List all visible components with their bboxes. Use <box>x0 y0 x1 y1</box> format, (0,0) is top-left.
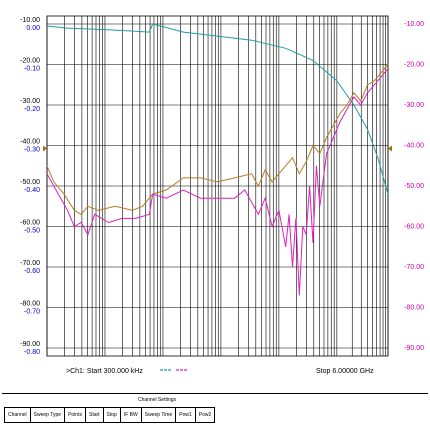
trace-plot: -10.00 -20.00 -30.00 -40.00 -50.00 -60.00 -70.… <box>20 15 424 375</box>
channel-settings-panel: Channel Settings Channel Sweep Type Points… <box>2 393 428 431</box>
channel-settings-table: Channel Sweep Type Points Start Stop IF BW Swe… <box>4 407 216 423</box>
y-right-tick-label: -60.00 <box>404 224 424 231</box>
y-sub-tick-label: -0.30 <box>24 147 40 154</box>
reference-markers <box>43 145 392 152</box>
settings-header-row: Channel Sweep Type Points Start Stop IF BW Swe… <box>4 407 216 423</box>
plot-frame <box>46 15 389 357</box>
settings-column-header: Channel <box>4 407 31 423</box>
right-reference-marker <box>388 145 392 152</box>
settings-column-header: Start <box>84 407 104 423</box>
y-right-tick-label: -50.00 <box>404 183 424 190</box>
settings-column-header: Pow2 <box>194 407 216 423</box>
plot-traces <box>46 23 389 296</box>
y-right-tick-label: -20.00 <box>404 62 424 69</box>
channel-settings-title: Channel Settings <box>137 397 177 403</box>
trace-line-1 <box>46 23 389 195</box>
y-sub-tick-label: -0.60 <box>24 268 40 275</box>
left-reference-marker <box>43 145 47 152</box>
y-left-tick-label: -70.00 <box>20 260 40 267</box>
y-left-tick-label: -20.00 <box>20 58 40 65</box>
settings-column-header: Points <box>64 407 86 423</box>
y-left-tick-label: -40.00 <box>20 139 40 146</box>
y-right-tick-label: -90.00 <box>404 345 424 352</box>
y-sub-tick-label: -0.50 <box>24 228 40 235</box>
settings-column-header: Sweep Type <box>29 407 66 423</box>
y-left-tick-label: -90.00 <box>20 341 40 348</box>
y-sub-tick-label: -0.80 <box>24 349 40 356</box>
y-left-tick-label: -60.00 <box>20 220 40 227</box>
y-right-tick-label: -10.00 <box>404 21 424 28</box>
y-right-tick-label: -80.00 <box>404 305 424 312</box>
y-sub-tick-label: -0.10 <box>24 66 40 73</box>
trace-line-3 <box>46 68 389 296</box>
trace-line-2 <box>46 64 389 215</box>
stop-frequency-label: Stop 6.00000 GHz <box>316 368 374 375</box>
y-left-tick-label: -10.00 <box>20 17 40 24</box>
y-left-tick-label: -30.00 <box>20 98 40 105</box>
y-sub-tick-label: 0.00 <box>26 25 40 32</box>
y-right-tick-label: -70.00 <box>404 264 424 271</box>
y-right-tick-label: -40.00 <box>404 143 424 150</box>
settings-column-header: IF BW <box>119 407 142 423</box>
settings-column-header: Pow1 <box>175 407 196 423</box>
start-frequency-label: >Ch1: Start 300.000 kHz <box>66 368 143 375</box>
plot-grid <box>46 15 389 357</box>
y-sub-tick-label: -0.40 <box>24 187 40 194</box>
y-right-tick-label: -30.00 <box>404 102 424 109</box>
y-left-tick-label: -50.00 <box>20 179 40 186</box>
axis-ticks: -10.00 -20.00 -30.00 -40.00 -50.00 -60.00 -70.… <box>20 17 424 356</box>
y-sub-tick-label: -0.70 <box>24 309 40 316</box>
y-left-tick-label: -80.00 <box>20 301 40 308</box>
y-sub-tick-label: -0.20 <box>24 106 40 113</box>
settings-column-header: Sweep Time <box>140 407 177 423</box>
settings-column-header: Stop <box>102 407 121 423</box>
